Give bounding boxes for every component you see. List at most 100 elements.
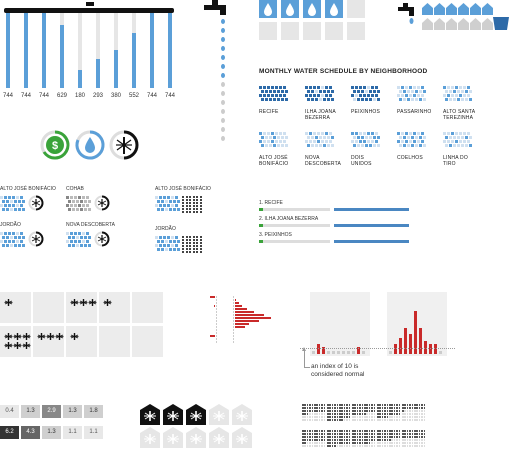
dot bbox=[404, 433, 406, 435]
house-icon bbox=[458, 2, 469, 15]
dot bbox=[406, 445, 409, 447]
dot bbox=[414, 439, 416, 441]
neighborhood-card: PASSARINHO bbox=[397, 84, 431, 115]
histogram-axis bbox=[233, 308, 234, 310]
calendar-day bbox=[449, 90, 452, 93]
dot bbox=[421, 439, 423, 441]
dot bbox=[196, 251, 198, 253]
drop-tile bbox=[347, 22, 365, 40]
tube-fill bbox=[96, 58, 100, 88]
dot bbox=[356, 419, 359, 421]
calendar-day bbox=[66, 240, 69, 243]
dot bbox=[185, 236, 188, 238]
calendar-day bbox=[18, 236, 21, 239]
dot bbox=[414, 410, 416, 412]
dot bbox=[421, 407, 423, 409]
calendar-day bbox=[419, 90, 422, 93]
dot bbox=[386, 419, 389, 421]
dot bbox=[371, 404, 373, 406]
dot-block bbox=[327, 430, 351, 452]
dot bbox=[393, 419, 396, 421]
calendar-day bbox=[74, 196, 77, 199]
index-bar bbox=[434, 344, 437, 354]
value-cell: 1.1 bbox=[63, 426, 82, 439]
dot bbox=[391, 445, 393, 447]
dot bbox=[318, 430, 321, 432]
house-icon bbox=[209, 427, 229, 448]
dot bbox=[393, 439, 396, 441]
calendar-day bbox=[307, 144, 310, 147]
drop-icon bbox=[221, 82, 225, 87]
calendar-day bbox=[8, 196, 11, 199]
dot bbox=[377, 419, 379, 421]
dot bbox=[389, 445, 391, 447]
mosquito-cell bbox=[33, 326, 64, 357]
dot bbox=[366, 410, 368, 412]
dot bbox=[354, 430, 356, 432]
dot bbox=[346, 407, 348, 409]
calendar-day bbox=[269, 136, 272, 139]
neighborhood-name: PEIXINHOS bbox=[351, 109, 381, 115]
drop-tile bbox=[325, 22, 343, 40]
dot bbox=[196, 211, 198, 213]
calendar-day bbox=[403, 90, 406, 93]
dot bbox=[348, 433, 351, 435]
calendar-day bbox=[271, 86, 274, 89]
calendar-day bbox=[377, 144, 380, 147]
dot bbox=[196, 196, 198, 198]
neighborhood-name: PASSARINHO bbox=[397, 109, 432, 115]
dot bbox=[189, 208, 191, 210]
dot bbox=[411, 430, 414, 432]
calendar-day bbox=[305, 86, 308, 89]
dot bbox=[302, 433, 304, 435]
dot bbox=[182, 211, 184, 213]
dot bbox=[404, 442, 406, 444]
drop-tile bbox=[281, 22, 299, 40]
neighborhood-name: COELHOS bbox=[397, 155, 423, 161]
dot bbox=[343, 442, 346, 444]
index-bar bbox=[389, 351, 392, 354]
drop-icon bbox=[221, 109, 225, 114]
calendar-day bbox=[68, 208, 71, 211]
calendar-day bbox=[279, 86, 282, 89]
dot bbox=[381, 413, 384, 415]
dot bbox=[402, 442, 404, 444]
ranking-fill-right bbox=[334, 208, 409, 211]
value-grid: 0.4 1.3 2.9 1.3 1.8 6.2 4.3 1.3 1.1 1.1 bbox=[0, 405, 120, 449]
dot bbox=[396, 433, 398, 435]
house-icon bbox=[422, 2, 433, 15]
dot bbox=[373, 442, 376, 444]
mosquito-icon bbox=[4, 337, 13, 349]
dot bbox=[396, 413, 398, 415]
histogram-axis bbox=[233, 320, 234, 322]
calendar-day bbox=[421, 140, 424, 143]
dot bbox=[368, 413, 371, 415]
calendar-day bbox=[323, 144, 326, 147]
neighborhood-card: ALTO JOSÉ BONIFÁCIO bbox=[259, 130, 293, 167]
dot bbox=[406, 416, 409, 418]
index-bar bbox=[327, 351, 330, 354]
mini-calendar bbox=[66, 196, 91, 212]
dot bbox=[379, 433, 381, 435]
dot bbox=[185, 202, 188, 204]
calendar-day bbox=[451, 132, 454, 135]
dot bbox=[346, 410, 348, 412]
mosquito-cell bbox=[66, 292, 97, 323]
dot bbox=[404, 430, 406, 432]
dot bbox=[371, 436, 373, 438]
house-icon bbox=[209, 404, 229, 425]
calendar-day bbox=[88, 244, 91, 247]
calendar-day bbox=[353, 98, 356, 101]
calendar-day bbox=[159, 196, 162, 199]
dot bbox=[409, 407, 411, 409]
dot bbox=[354, 416, 356, 418]
calendar-day bbox=[74, 232, 77, 235]
dot bbox=[318, 442, 321, 444]
dot bbox=[354, 407, 356, 409]
mosquito-cell bbox=[33, 292, 64, 323]
calendar-day bbox=[357, 98, 360, 101]
dot bbox=[352, 433, 354, 435]
calendar-day bbox=[8, 204, 11, 207]
dot bbox=[406, 433, 409, 435]
dot bbox=[304, 413, 306, 415]
